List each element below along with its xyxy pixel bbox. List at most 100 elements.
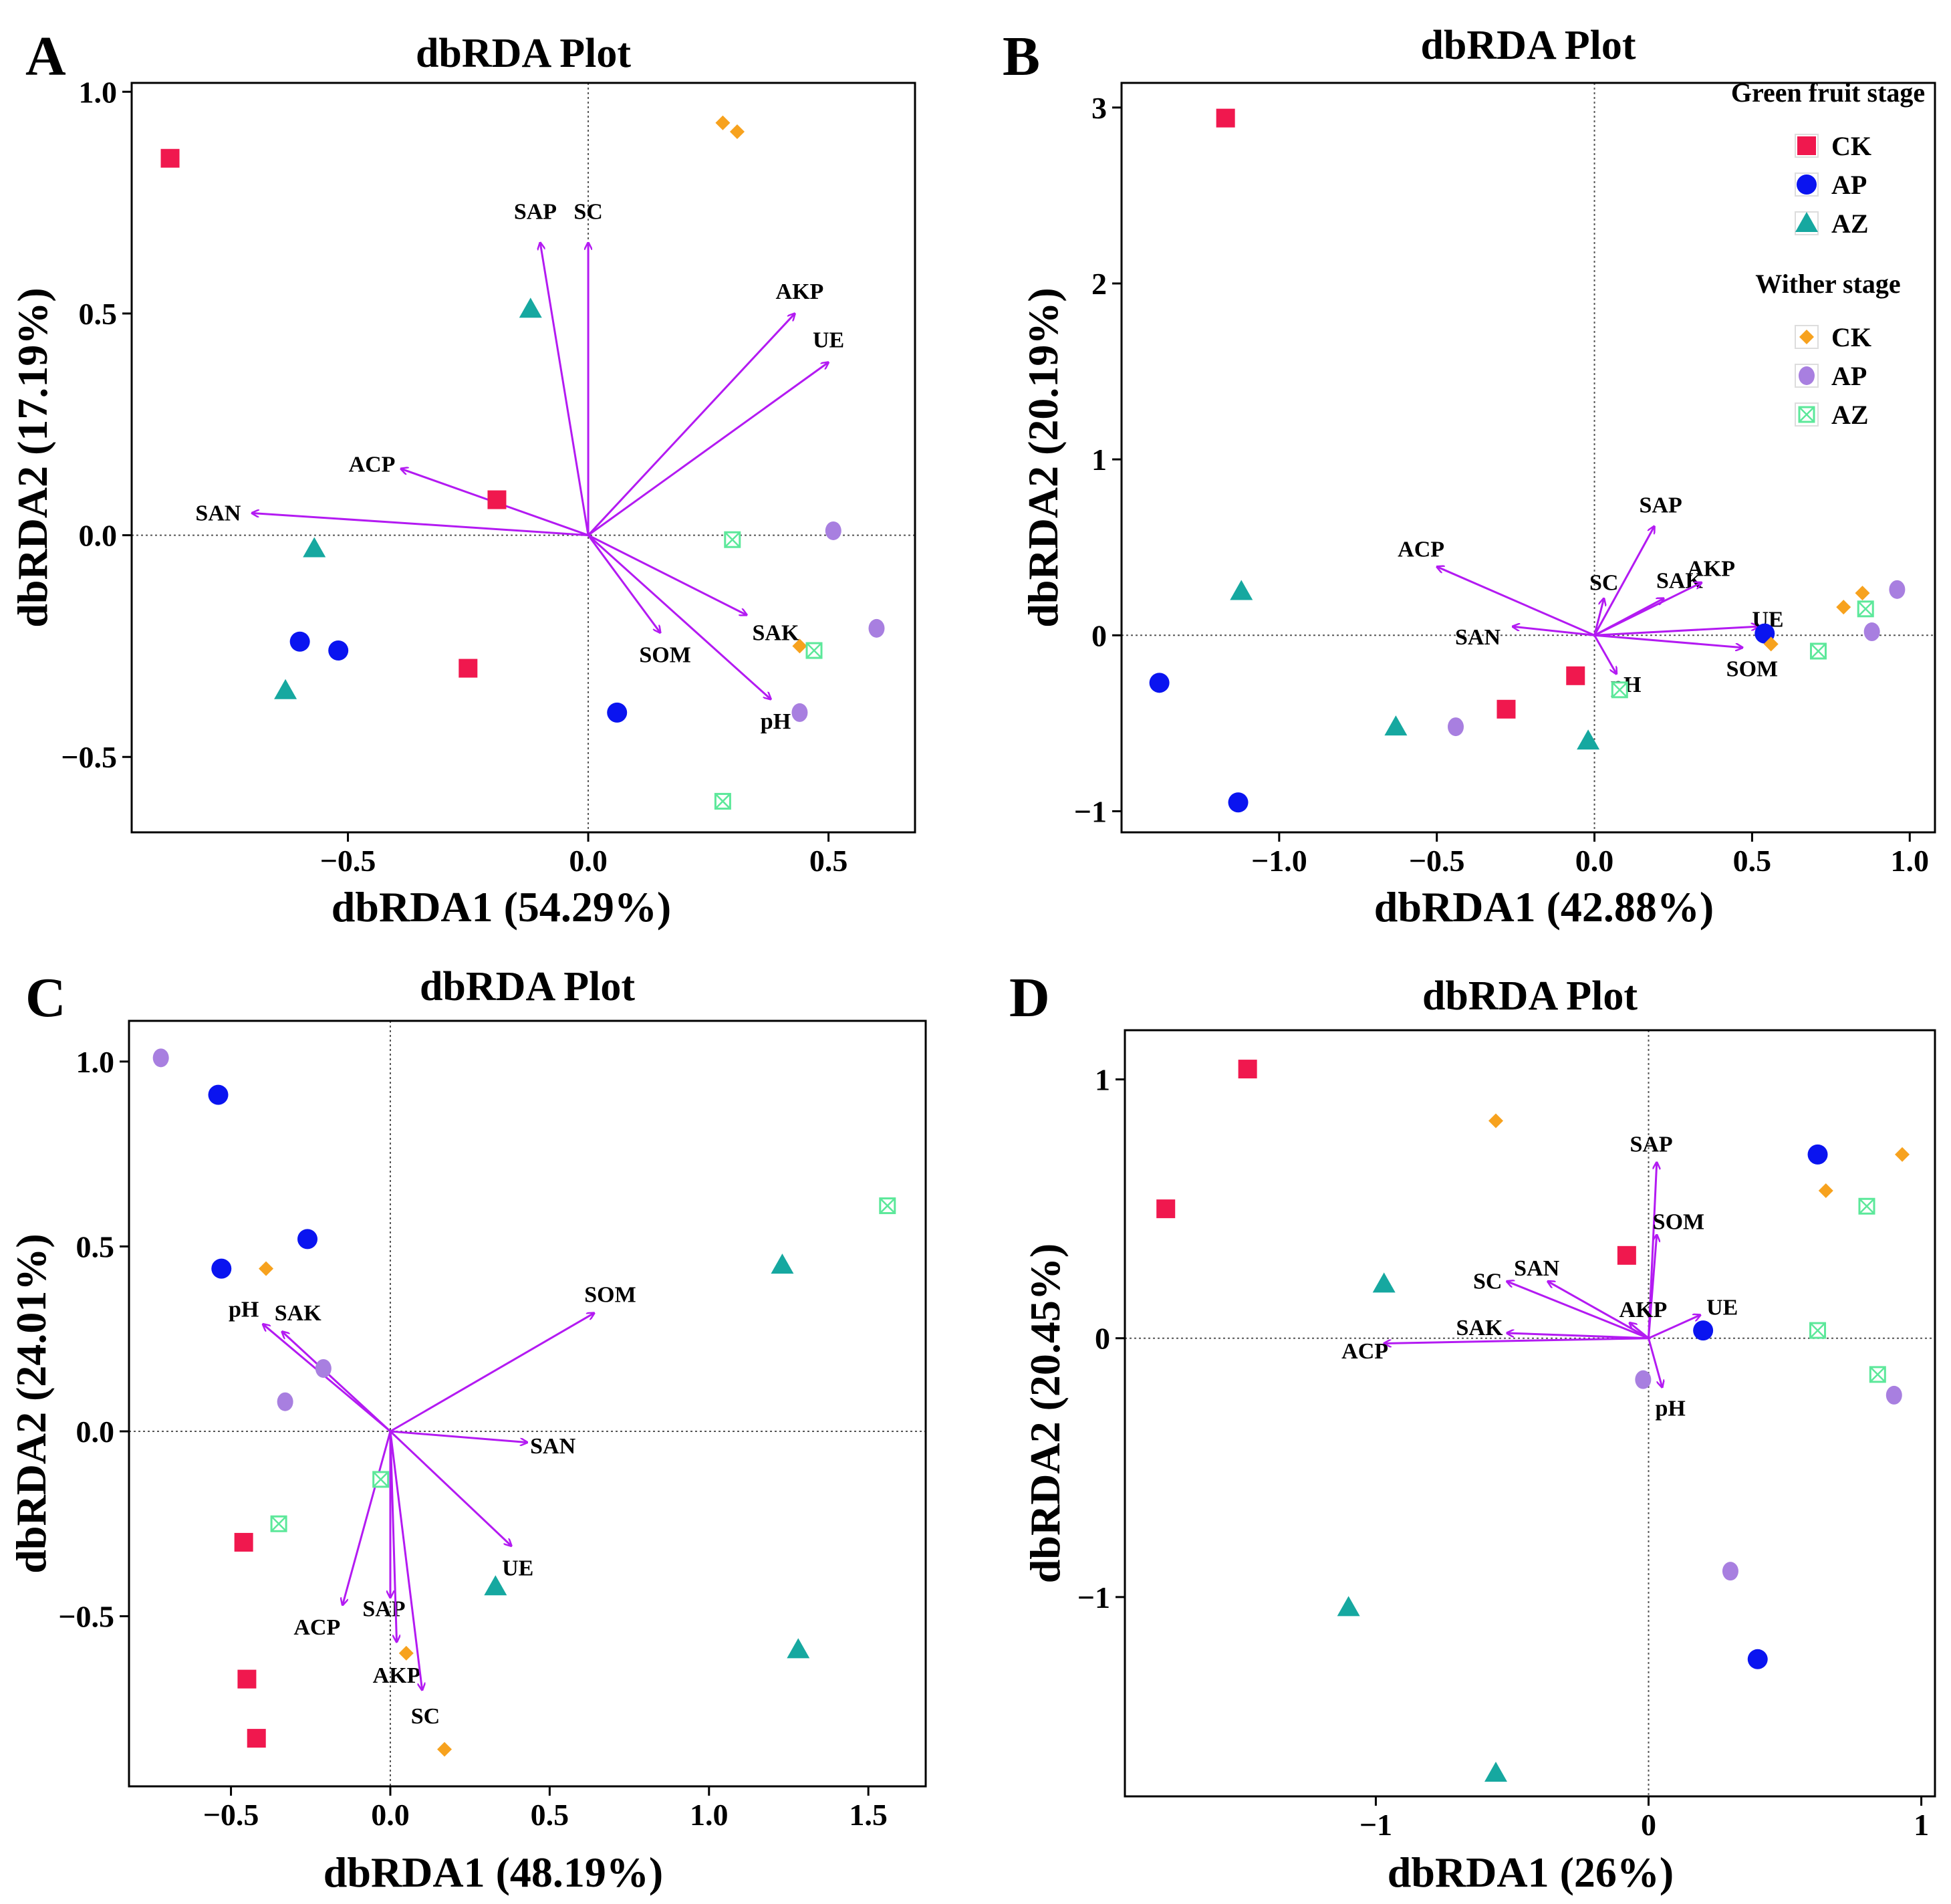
point-green-fruit-stage-az <box>1384 715 1408 736</box>
arrow-label-acp: ACP <box>1398 537 1444 562</box>
legend-marker-ap <box>1797 174 1817 195</box>
point-wither-stage-ck <box>715 115 731 130</box>
point-wither-stage-az <box>1857 600 1874 618</box>
x-tick-label: 0 <box>1641 1808 1656 1842</box>
arrow-label-sap: SAP <box>514 199 557 224</box>
arrow-label-akp: AKP <box>1687 556 1735 581</box>
point-green-fruit-stage-ap <box>328 640 349 661</box>
point-green-fruit-stage-az <box>1230 580 1253 600</box>
y-axis-label: dbRDA2 (24.01%) <box>7 1233 55 1573</box>
arrow-acp <box>342 1431 392 1605</box>
y-tick-label: 1 <box>1095 1063 1110 1097</box>
y-tick-label: −1 <box>1074 794 1107 828</box>
point-wither-stage-az <box>1611 681 1628 699</box>
arrow-san <box>1513 626 1595 636</box>
legend-marker-ap <box>1799 366 1815 385</box>
arrow-label-sc: SC <box>1473 1270 1502 1294</box>
legend-label: AZ <box>1831 400 1869 430</box>
point-green-fruit-stage-az <box>484 1575 507 1596</box>
point-wither-stage-ck <box>1763 636 1779 652</box>
arrow-label-ue: UE <box>813 328 844 353</box>
panel-letter: B <box>1003 25 1040 88</box>
point-green-fruit-stage-ck <box>459 659 478 678</box>
point-wither-stage-ap <box>152 1048 169 1068</box>
plot-frame <box>1120 82 1936 834</box>
plot-frame <box>128 1020 927 1788</box>
arrow-label-akp: AKP <box>776 279 824 304</box>
arrow-sc <box>1507 1282 1650 1340</box>
legend-group-title: Green fruit stage <box>1731 78 1925 108</box>
point-wither-stage-ck <box>398 1645 414 1661</box>
arrow-ue <box>1648 1315 1701 1340</box>
arrow-sak <box>588 534 747 615</box>
point-green-fruit-stage-ck <box>1238 1060 1257 1079</box>
point-wither-stage-ck <box>437 1742 452 1757</box>
arrow-san <box>252 513 589 537</box>
point-green-fruit-stage-ap <box>1228 792 1249 813</box>
y-axis-label: dbRDA2 (17.19%) <box>9 287 56 627</box>
y-tick-label: 0.0 <box>76 1415 115 1449</box>
point-wither-stage-ck <box>1895 1147 1910 1162</box>
arrow-label-som: SOM <box>1653 1210 1704 1235</box>
legend-marker-ck <box>1799 330 1814 344</box>
arrow-san <box>390 1430 527 1443</box>
arrow-sc <box>1593 598 1604 636</box>
point-wither-stage-ap <box>1448 717 1464 737</box>
arrow-label-ue: UE <box>502 1556 533 1581</box>
arrow-akp <box>1593 582 1702 636</box>
point-green-fruit-stage-ck <box>160 148 180 168</box>
legend-label: AZ <box>1831 209 1869 239</box>
y-tick-label: 1 <box>1091 443 1107 477</box>
chart-title: dbRDA Plot <box>1420 23 1636 68</box>
arrow-label-acp: ACP <box>349 452 396 477</box>
arrow-label-som: SOM <box>1726 657 1778 681</box>
point-green-fruit-stage-ck <box>1156 1199 1176 1219</box>
legend-key-frame <box>1795 325 1819 349</box>
arrow-acp <box>1384 1337 1649 1344</box>
arrow-label-som: SOM <box>639 643 690 668</box>
point-wither-stage-az <box>805 642 823 659</box>
legend-label: CK <box>1831 131 1871 161</box>
y-axis-label: dbRDA2 (20.45%) <box>1021 1243 1069 1583</box>
x-axis-label: dbRDA1 (42.88%) <box>1374 883 1714 931</box>
legend-marker-az <box>1798 406 1815 423</box>
legend-key-frame <box>1795 402 1819 427</box>
arrow-label-sc: SC <box>1589 570 1618 595</box>
point-wither-stage-ap <box>825 521 841 540</box>
point-green-fruit-stage-ap <box>211 1258 232 1279</box>
point-wither-stage-ap <box>1635 1370 1652 1389</box>
y-tick-label: 3 <box>1091 91 1107 125</box>
y-tick-label: −0.5 <box>61 740 117 774</box>
arrow-label-ph: pH <box>1655 1396 1685 1421</box>
y-tick-label: 1.0 <box>76 1045 115 1079</box>
point-green-fruit-stage-az <box>1372 1272 1396 1293</box>
point-green-fruit-stage-ap <box>607 702 628 723</box>
point-wither-stage-az <box>372 1471 390 1488</box>
legend-key-frame <box>1795 364 1819 388</box>
point-wither-stage-ap <box>791 703 808 722</box>
arrow-akp <box>587 314 795 536</box>
plot-frame <box>1124 1029 1936 1798</box>
arrow-som <box>1594 634 1743 647</box>
y-tick-label: −1 <box>1077 1580 1110 1615</box>
arrow-ue <box>389 1430 511 1546</box>
point-wither-stage-ck <box>792 638 807 654</box>
point-green-fruit-stage-ap <box>297 1229 318 1250</box>
point-wither-stage-ck <box>729 124 745 139</box>
y-tick-label: 2 <box>1091 267 1107 301</box>
arrow-label-akp: AKP <box>373 1663 421 1688</box>
x-tick-label: 1.5 <box>849 1798 888 1832</box>
legend-label: AP <box>1831 361 1867 391</box>
y-tick-label: 0 <box>1091 618 1107 652</box>
point-wither-stage-az <box>1869 1366 1886 1383</box>
point-green-fruit-stage-ap <box>289 631 310 652</box>
point-wither-stage-ck <box>1855 586 1870 601</box>
point-wither-stage-ap <box>1722 1562 1738 1581</box>
point-green-fruit-stage-ck <box>234 1532 253 1552</box>
x-axis-label: dbRDA1 (26%) <box>1388 1849 1674 1896</box>
legend-key-frame <box>1795 172 1819 197</box>
point-green-fruit-stage-az <box>519 298 542 318</box>
